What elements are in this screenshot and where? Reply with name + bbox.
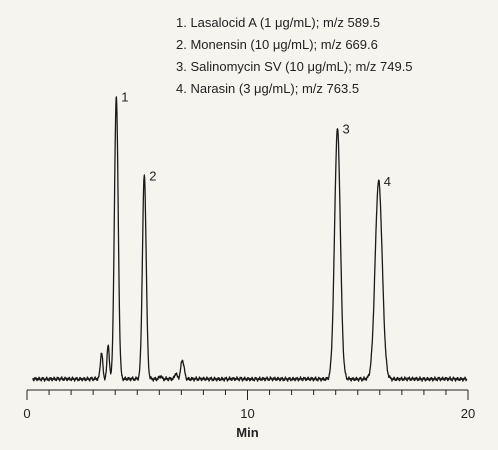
x-tick-label: 20 <box>461 406 475 421</box>
legend-entry-3: 3. Salinomycin SV (10 μg/mL); m/z 749.5 <box>176 59 413 74</box>
chromatogram-trace <box>32 96 468 382</box>
peak-label-1: 1 <box>121 90 128 105</box>
peak-label-4: 4 <box>384 174 391 189</box>
peak-labels: 1 2 3 4 <box>121 90 391 189</box>
legend-entry-2: 2. Monensin (10 μg/mL); m/z 669.6 <box>176 37 378 52</box>
legend-entry-4: 4. Narasin (3 μg/mL); m/z 763.5 <box>176 81 359 96</box>
x-axis-ticks <box>26 390 469 400</box>
legend: 1. Lasalocid A (1 μg/mL); m/z 589.5 2. M… <box>176 15 413 96</box>
legend-entry-1: 1. Lasalocid A (1 μg/mL); m/z 589.5 <box>176 15 380 30</box>
peak-label-2: 2 <box>149 168 156 183</box>
x-axis-title: Min <box>236 425 258 440</box>
x-tick-label: 10 <box>240 406 254 421</box>
x-tick-label: 0 <box>23 406 30 421</box>
x-axis-tick-labels: 0 10 20 <box>23 406 475 421</box>
peak-label-3: 3 <box>343 122 350 137</box>
